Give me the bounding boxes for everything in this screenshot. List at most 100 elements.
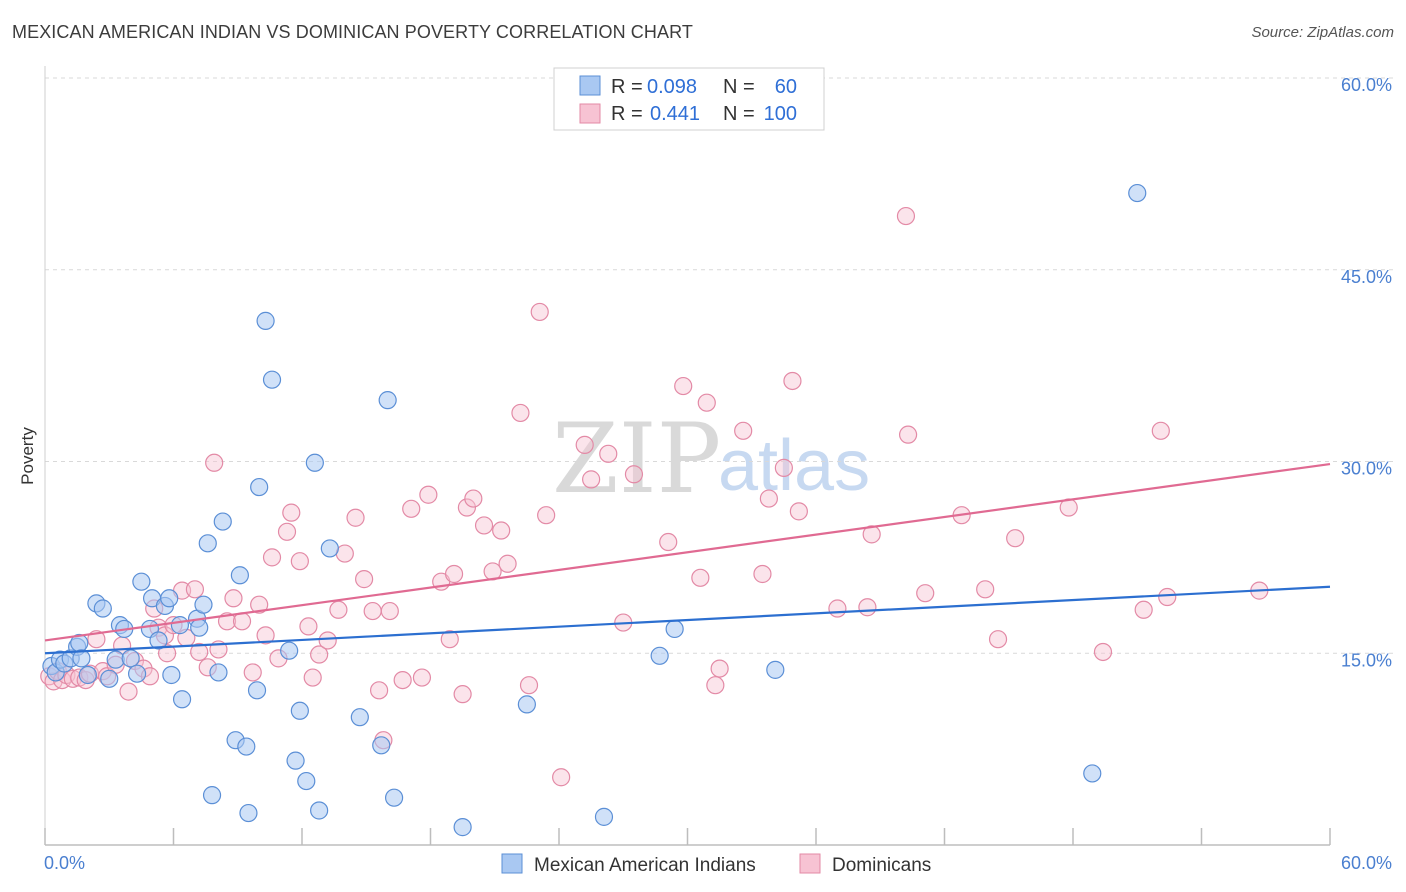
- y-axis-title: Poverty: [18, 427, 37, 485]
- mexican-american-indians-trend-line: [44, 585, 1331, 655]
- dominicans-point: [858, 598, 877, 617]
- mexican-american-indians-point: [594, 807, 614, 826]
- mexican-american-indians-point: [650, 646, 669, 665]
- legend-n-label-1: N =: [723, 76, 755, 98]
- dominicans-point: [1134, 600, 1153, 619]
- mexican-american-indians-point: [194, 595, 213, 614]
- dominicans-point: [759, 489, 778, 508]
- dominicans-point: [318, 631, 337, 650]
- mexican-american-indians-point: [202, 786, 222, 805]
- dominicans-point: [119, 682, 138, 701]
- mexican-american-indians-point: [286, 751, 305, 770]
- mexican-american-indians-point: [162, 665, 181, 685]
- dominicans-point: [256, 626, 275, 645]
- dominicans-point: [916, 584, 935, 603]
- bottom-legend-label-pink: Dominicans: [832, 855, 931, 876]
- mexican-american-indians-point: [384, 788, 404, 807]
- dominicans-point: [310, 645, 329, 664]
- legend-swatch-pink: [579, 103, 601, 124]
- bottom-legend-swatch-pink: [799, 853, 821, 874]
- dominicans-point: [530, 302, 549, 322]
- dominicans-point: [402, 499, 421, 518]
- dominicans-point: [783, 371, 802, 391]
- y-tick-label: 15.0%: [1341, 650, 1392, 670]
- dominicans-point: [453, 685, 472, 704]
- bottom-legend-swatch-blue: [501, 853, 523, 874]
- source-label: Source: ZipAtlas.com: [1251, 24, 1394, 41]
- mexican-american-indians-point: [305, 453, 324, 472]
- dominicans-point: [299, 617, 318, 636]
- dominicans-point: [393, 670, 412, 690]
- dominicans-point: [774, 458, 793, 477]
- legend-r-value-1: 0.098: [647, 76, 697, 98]
- mexican-american-indians-point: [100, 669, 119, 688]
- dominicans-point: [329, 600, 348, 619]
- dominicans-point: [498, 554, 517, 573]
- dominicans-point: [624, 465, 644, 484]
- dominicans-point: [185, 580, 205, 599]
- x-tick-label: 60.0%: [1341, 853, 1392, 873]
- dominicans-point: [1151, 421, 1170, 440]
- mexican-american-indians-point: [230, 566, 249, 585]
- mexican-american-indians-point: [239, 803, 258, 823]
- mexican-american-indians-point: [93, 599, 112, 618]
- mexican-american-indians-point: [209, 663, 228, 682]
- mexican-american-indians-point: [1128, 183, 1147, 203]
- dominicans-point: [243, 663, 262, 682]
- dominicans-point: [380, 601, 399, 621]
- dominicans-point: [444, 564, 464, 584]
- mexican-american-indians-point: [665, 619, 684, 639]
- watermark-zip: ZIP: [552, 403, 721, 515]
- dominicans-point: [190, 642, 209, 662]
- dominicans-point: [474, 516, 494, 535]
- dominicans-point: [976, 580, 995, 599]
- mexican-american-indians-point: [190, 618, 209, 637]
- dominicans-point: [346, 508, 365, 527]
- gridlines: [45, 77, 1395, 654]
- trend-lines: [44, 462, 1331, 655]
- dominicans-point: [224, 589, 243, 608]
- chart-title: MEXICAN AMERICAN INDIAN VS DOMINICAN POV…: [12, 22, 693, 42]
- y-tick-label: 45.0%: [1341, 267, 1392, 287]
- dominicans-point: [706, 676, 725, 695]
- mexican-american-indians-point: [106, 650, 125, 669]
- bottom-legend-label-blue: Mexican American Indians: [534, 855, 756, 876]
- dominicans-point: [511, 403, 530, 423]
- dominicans-point: [363, 601, 382, 621]
- mexican-american-indians-point: [213, 512, 232, 531]
- dominicans-point: [290, 552, 309, 571]
- mexican-american-indians-point: [132, 572, 151, 591]
- legend-n-value-2: 100: [764, 103, 797, 125]
- legend-r-value-2: 0.441: [650, 103, 700, 125]
- series-legend: Mexican American Indians Dominicans: [501, 853, 931, 876]
- dominicans-point: [412, 668, 432, 687]
- mexican-american-indians-point: [247, 681, 267, 700]
- dominicans-point: [250, 595, 269, 614]
- dominicans-point: [789, 502, 808, 521]
- dominicans-point: [457, 498, 477, 517]
- mexican-american-indians-point: [517, 695, 536, 714]
- dominicans-point: [575, 435, 594, 454]
- mexican-american-indians-point: [78, 665, 97, 685]
- mexican-american-indians-point: [297, 771, 316, 791]
- mexican-american-indians-point: [160, 589, 179, 608]
- dominicans-point: [828, 599, 847, 618]
- dominicans-point: [205, 453, 224, 472]
- mexican-american-indians-point: [237, 737, 256, 756]
- correlation-legend: R = 0.098 N = 60 R = 0.441 N = 100: [553, 67, 825, 131]
- mexican-american-indians-point: [1083, 764, 1102, 783]
- dominicans-point: [1158, 587, 1177, 607]
- dominicans-point: [691, 568, 710, 587]
- y-tick-label: 60.0%: [1341, 75, 1392, 95]
- mexican-american-indians-point: [378, 391, 397, 410]
- mexican-american-indians-point: [310, 801, 329, 820]
- mexican-american-indians-point: [72, 649, 91, 668]
- dominicans-point: [355, 570, 374, 589]
- dominicans-point: [710, 659, 729, 678]
- dominicans-point: [1006, 529, 1025, 548]
- mexican-american-indians-point: [172, 690, 192, 709]
- mexican-american-indians-point: [198, 534, 217, 553]
- mexican-american-indians-point: [766, 660, 785, 679]
- mexican-american-indians-point: [350, 708, 369, 727]
